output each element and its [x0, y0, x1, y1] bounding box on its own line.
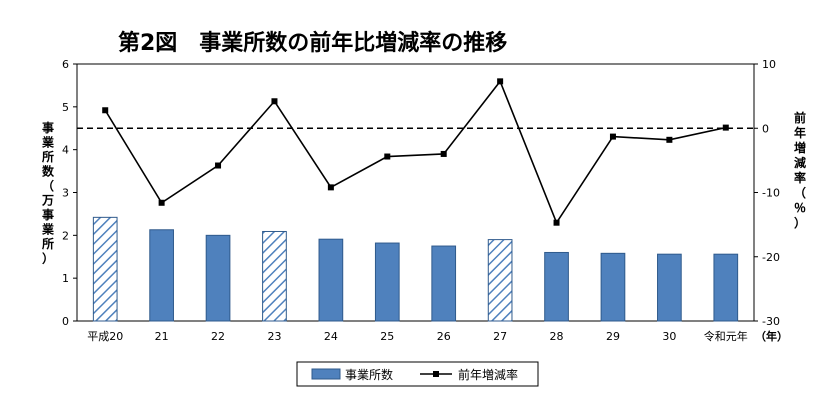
legend-line-marker: [433, 371, 439, 377]
right-tick-label: 0: [762, 122, 769, 135]
right-tick-label: 10: [762, 58, 776, 71]
bar-hatched: [92, 216, 118, 322]
rate-point: [215, 162, 222, 169]
axis-label-char: （: [794, 185, 806, 200]
bar: [657, 253, 682, 322]
axis-label-char: 年: [794, 125, 806, 140]
rate-point: [271, 98, 278, 105]
axis-label-char: 業: [41, 135, 55, 150]
x-axis-labels: 平成20 21 22 23 24 25 26 27 28 29 30 令和元年: [87, 329, 748, 343]
axis-label-char: 事: [42, 207, 54, 222]
rate-point: [666, 136, 673, 143]
axis-label-char: ％: [794, 201, 806, 215]
bar: [318, 238, 344, 322]
axis-label-char: 前: [794, 110, 806, 125]
rate-markers: [102, 78, 729, 226]
chart-title: 第2図 事業所数の前年比増減率の推移: [118, 30, 507, 56]
rate-point: [102, 107, 109, 114]
x-axis-unit: （年）: [755, 329, 788, 343]
axis-label-char: 減: [794, 155, 806, 170]
bar: [713, 253, 739, 322]
x-tick-label: 26: [437, 330, 451, 343]
rate-point: [327, 184, 334, 191]
rate-point: [722, 124, 729, 131]
bar: [431, 245, 457, 322]
rate-point: [384, 153, 391, 160]
legend: 事業所数 前年増減率: [296, 361, 539, 387]
x-tick-label: 28: [550, 330, 564, 343]
x-tick-label: 27: [493, 330, 507, 343]
axis-label-char: 業: [41, 222, 55, 237]
x-tick-label: 22: [211, 330, 225, 343]
x-tick-label: 令和元年: [704, 329, 748, 343]
x-tick-label: 29: [606, 330, 620, 343]
bar: [149, 229, 174, 322]
left-tick-label: 1: [62, 272, 69, 285]
legend-bar-label: 事業所数: [345, 367, 393, 382]
right-axis-ticks: -30 -20 -10 0 10: [754, 58, 780, 328]
axis-label-char: 万: [41, 194, 54, 208]
x-tick-label: 21: [155, 330, 169, 343]
left-tick-label: 2: [62, 229, 69, 242]
axis-label-char: （: [42, 178, 54, 193]
left-tick-label: 0: [62, 315, 69, 328]
left-axis-ticks: 0 1 2 3 4 5 6: [62, 58, 77, 328]
legend-line-label: 前年増減率: [458, 367, 518, 382]
rate-point: [553, 219, 560, 226]
right-axis-label: 前年増減率（％）: [794, 110, 806, 230]
rate-point: [497, 78, 504, 85]
left-tick-label: 6: [62, 58, 69, 71]
left-tick-label: 5: [62, 101, 69, 114]
right-tick-label: -30: [762, 315, 780, 328]
bar-hatched: [487, 239, 513, 322]
right-tick-label: -20: [762, 251, 780, 264]
x-tick-label: 30: [662, 330, 676, 343]
left-tick-label: 3: [62, 187, 69, 200]
bar: [544, 251, 569, 322]
bar-hatched: [262, 230, 287, 322]
left-tick-label: 4: [62, 144, 69, 157]
rate-line: [104, 79, 726, 225]
axis-label-char: 事: [42, 120, 54, 135]
axis-label-char: 所: [42, 236, 54, 251]
axis-label-char: 数: [42, 164, 55, 179]
bar: [374, 242, 400, 322]
axis-label-char: 所: [42, 149, 54, 164]
x-tick-label: 25: [380, 330, 394, 343]
x-tick-label: 平成20: [87, 330, 123, 343]
x-tick-label: 24: [324, 330, 338, 343]
bar: [600, 252, 626, 322]
right-tick-label: -10: [762, 187, 780, 200]
x-tick-label: 23: [267, 330, 281, 343]
bar-series: [92, 216, 739, 322]
axis-label-char: ）: [42, 251, 54, 266]
axis-label-char: ）: [794, 215, 806, 230]
rate-point: [609, 133, 616, 140]
axis-label-char: 率: [794, 170, 806, 185]
bar: [205, 234, 231, 322]
legend-bar-swatch: [311, 368, 341, 380]
rate-point: [440, 150, 447, 157]
axis-label-char: 増: [794, 140, 806, 155]
rate-point: [158, 199, 165, 206]
